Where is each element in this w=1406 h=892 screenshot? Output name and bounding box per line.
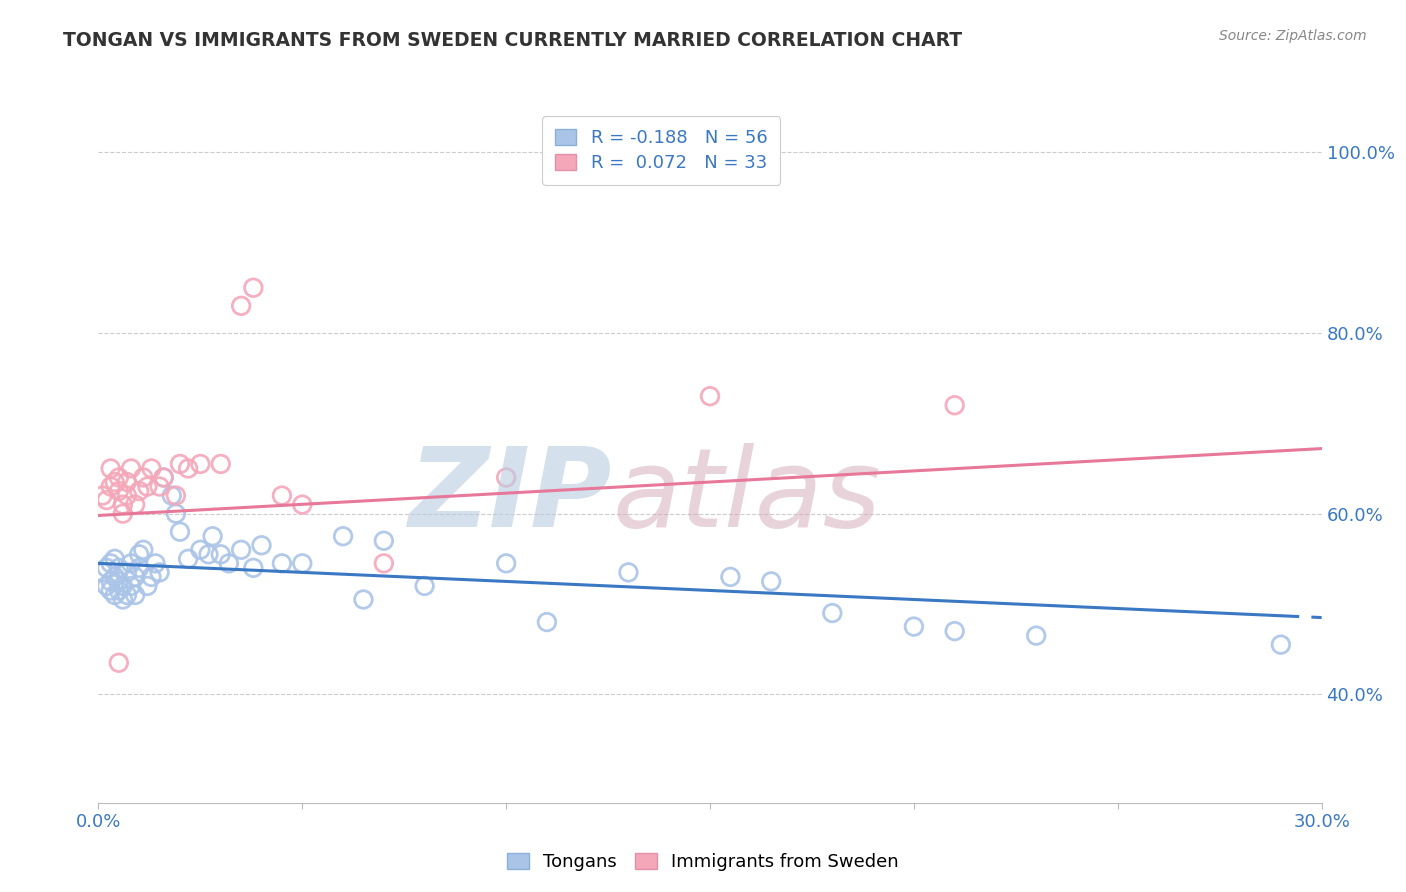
Point <box>270 557 294 571</box>
Point <box>165 507 187 521</box>
Point <box>943 624 966 639</box>
Point <box>111 592 134 607</box>
Text: ZIP: ZIP <box>409 443 612 550</box>
Point <box>128 547 150 561</box>
Point <box>160 489 183 503</box>
Point <box>495 470 517 484</box>
Point <box>115 588 138 602</box>
Point <box>100 479 122 493</box>
Point <box>242 281 264 295</box>
Point <box>100 574 122 589</box>
Point <box>821 606 844 620</box>
Text: atlas: atlas <box>612 443 880 550</box>
Text: TONGAN VS IMMIGRANTS FROM SWEDEN CURRENTLY MARRIED CORRELATION CHART: TONGAN VS IMMIGRANTS FROM SWEDEN CURRENT… <box>63 31 962 50</box>
Point <box>141 570 163 584</box>
Point <box>124 588 146 602</box>
Point <box>699 389 721 403</box>
Point <box>177 551 200 566</box>
Legend: R = -0.188   N = 56, R =  0.072   N = 33: R = -0.188 N = 56, R = 0.072 N = 33 <box>543 116 780 186</box>
Point <box>270 489 294 503</box>
Point <box>1270 638 1292 652</box>
Point <box>120 579 142 593</box>
Point <box>152 470 174 484</box>
Point <box>720 570 742 584</box>
Point <box>373 557 395 571</box>
Point <box>209 547 232 561</box>
Point <box>136 579 159 593</box>
Point <box>149 566 172 580</box>
Point <box>104 475 127 489</box>
Point <box>903 619 925 633</box>
Point <box>495 557 517 571</box>
Point <box>149 479 172 493</box>
Point <box>761 574 783 589</box>
Point <box>115 566 138 580</box>
Legend: Tongans, Immigrants from Sweden: Tongans, Immigrants from Sweden <box>501 846 905 879</box>
Point <box>165 489 187 503</box>
Point <box>111 579 134 593</box>
Point <box>104 551 127 566</box>
Point <box>188 542 212 557</box>
Point <box>177 461 200 475</box>
Text: Source: ZipAtlas.com: Source: ZipAtlas.com <box>1219 29 1367 43</box>
Point <box>100 557 122 571</box>
Point <box>943 398 966 412</box>
Point <box>132 470 155 484</box>
Point <box>115 489 138 503</box>
Point <box>128 561 150 575</box>
Point <box>352 592 374 607</box>
Point <box>169 524 191 539</box>
Point <box>115 475 138 489</box>
Point <box>108 561 131 575</box>
Point <box>128 484 150 499</box>
Point <box>132 542 155 557</box>
Point <box>100 461 122 475</box>
Point <box>250 538 273 552</box>
Point <box>124 498 146 512</box>
Point <box>188 457 212 471</box>
Point <box>197 547 219 561</box>
Point <box>242 561 264 575</box>
Point <box>104 570 127 584</box>
Point <box>291 498 314 512</box>
Point <box>152 470 174 484</box>
Point <box>413 579 436 593</box>
Point <box>332 529 354 543</box>
Point <box>120 557 142 571</box>
Point <box>291 557 314 571</box>
Point <box>108 574 131 589</box>
Point <box>108 470 131 484</box>
Point <box>96 561 118 575</box>
Point <box>111 498 134 512</box>
Point <box>96 579 118 593</box>
Point <box>120 461 142 475</box>
Point <box>111 507 134 521</box>
Point <box>1025 629 1047 643</box>
Point <box>108 656 131 670</box>
Point <box>231 299 253 313</box>
Point <box>209 457 232 471</box>
Point <box>201 529 224 543</box>
Point <box>108 484 131 499</box>
Point <box>169 457 191 471</box>
Point <box>91 566 114 580</box>
Point <box>218 557 240 571</box>
Point <box>136 479 159 493</box>
Point <box>104 588 127 602</box>
Point <box>145 557 167 571</box>
Point <box>96 493 118 508</box>
Point <box>91 489 114 503</box>
Point <box>100 583 122 598</box>
Point <box>231 542 253 557</box>
Point <box>124 570 146 584</box>
Point <box>617 566 640 580</box>
Point <box>141 461 163 475</box>
Point <box>373 533 395 548</box>
Point <box>108 583 131 598</box>
Point <box>536 615 558 629</box>
